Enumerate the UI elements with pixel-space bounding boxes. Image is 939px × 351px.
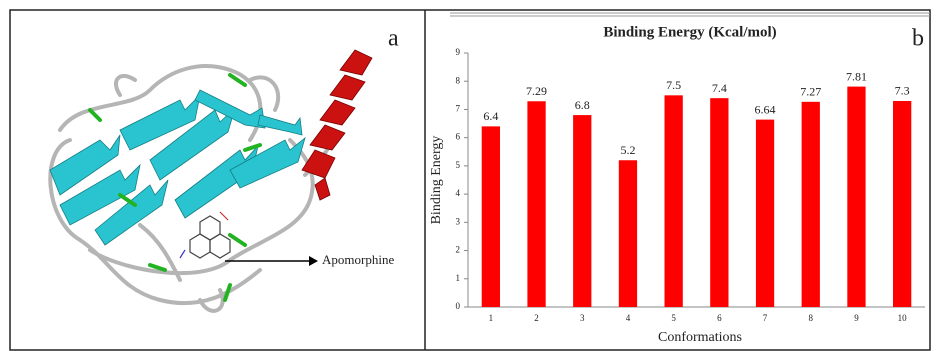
data-label: 7.29	[526, 84, 547, 98]
bar	[619, 160, 637, 307]
y-tick-label: 3	[456, 216, 461, 226]
y-tick-label: 1	[456, 273, 461, 283]
bar	[573, 115, 591, 307]
bar	[710, 98, 728, 307]
x-tick-label: 3	[580, 313, 585, 323]
data-label: 6.4	[483, 109, 498, 123]
bar	[665, 95, 683, 307]
data-label: 7.3	[895, 84, 910, 98]
y-tick-label: 8	[456, 75, 461, 85]
x-tick-label: 2	[534, 313, 539, 323]
bar	[802, 102, 820, 307]
data-label: 5.2	[620, 143, 635, 157]
x-tick-label: 4	[626, 313, 631, 323]
figure: Apomorphine a Binding Energy (Kcal/mol) …	[0, 0, 939, 351]
arrow-head	[309, 256, 318, 266]
data-label: 7.81	[846, 69, 867, 83]
x-tick-label: 10	[898, 313, 908, 323]
bar	[756, 120, 774, 307]
data-label: 7.5	[666, 78, 681, 92]
bar	[847, 87, 865, 307]
chart-title: Binding Energy (Kcal/mol)	[603, 24, 776, 40]
page: Apomorphine a Binding Energy (Kcal/mol) …	[0, 0, 939, 351]
x-tick-label: 7	[763, 313, 768, 323]
y-tick-label: 6	[456, 132, 461, 142]
y-tick-label: 9	[456, 47, 461, 57]
y-tick-label: 0	[456, 301, 461, 311]
bar	[482, 126, 500, 307]
x-tick-label: 6	[717, 313, 722, 323]
x-tick-label: 9	[854, 313, 859, 323]
bar	[527, 101, 545, 307]
data-label: 6.64	[755, 102, 776, 116]
bar	[893, 101, 911, 307]
data-label: 6.8	[575, 98, 590, 112]
y-tick-label: 2	[456, 245, 461, 255]
panel-label: b	[912, 26, 924, 52]
y-axis-label: Binding Energy	[429, 136, 444, 225]
annotation: Apomorphine	[322, 252, 394, 267]
y-tick-label: 7	[456, 104, 461, 114]
x-tick-label: 5	[671, 313, 676, 323]
x-tick-label: 1	[489, 313, 494, 323]
protein-structure	[50, 50, 372, 311]
data-label: 7.27	[800, 85, 821, 99]
panel-label: a	[388, 26, 399, 52]
y-tick-label: 5	[456, 160, 461, 170]
x-axis-label: Conformations	[658, 330, 742, 345]
x-tick-label: 8	[809, 313, 814, 323]
data-label: 7.4	[712, 81, 727, 95]
y-tick-label: 4	[456, 188, 461, 198]
outer-frame	[10, 10, 930, 350]
